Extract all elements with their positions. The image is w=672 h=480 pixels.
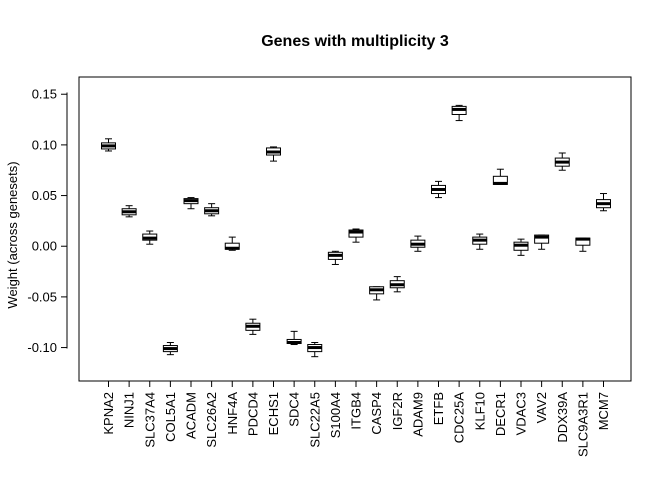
x-tick-label: ADAM9	[410, 392, 425, 437]
x-tick-label: SLC37A4	[142, 392, 157, 448]
chart-title: Genes with multiplicity 3	[261, 33, 449, 50]
x-tick-label: KLF10	[472, 392, 487, 430]
x-tick-label: NINJ1	[122, 392, 137, 428]
y-tick-label: 0.05	[32, 188, 57, 203]
box-decr1	[492, 168, 508, 185]
x-tick-label: SLC26A2	[204, 392, 219, 448]
x-tick-label: CDC25A	[452, 392, 467, 444]
box-vav2	[534, 234, 550, 250]
x-tick-label: ECHS1	[266, 392, 281, 435]
box-hnf4a	[224, 236, 240, 251]
box-itgb4	[348, 228, 364, 243]
x-tick-label: ETFB	[431, 392, 446, 425]
x-tick-label: MCM7	[596, 392, 611, 430]
box-etfb	[431, 180, 446, 199]
box-slc9a3r1	[575, 237, 591, 252]
x-tick-label: VDAC3	[514, 392, 529, 435]
x-tick-label: S100A4	[328, 392, 343, 438]
x-tick-label: VAV2	[534, 392, 549, 423]
box-pdcd4	[245, 318, 261, 335]
x-tick-label: COL5A1	[163, 392, 178, 442]
y-axis-ticks: -0.10 -0.05 0.00 0.05 0.10 0.15	[27, 87, 67, 355]
box-klf10	[472, 233, 488, 250]
boxes-group	[101, 104, 611, 358]
x-axis-ticks: KPNA2 NINJ1 SLC37A4 COL5A1 ACADM SLC26A2 HNF4A…	[101, 381, 611, 457]
box-casp4	[369, 286, 385, 301]
y-tick-label: 0.10	[32, 137, 57, 152]
box-mcm7	[596, 193, 611, 212]
box-sdc4	[286, 330, 302, 346]
box-s100a4	[327, 250, 343, 265]
x-tick-label: SLC9A3R1	[575, 392, 590, 457]
box-col5a1	[162, 341, 178, 356]
box-slc26a2	[204, 203, 220, 217]
box-echs1	[266, 146, 281, 162]
x-tick-label: HNF4A	[225, 392, 240, 435]
iqr-box	[534, 234, 550, 244]
x-tick-label: DECR1	[493, 392, 508, 436]
box-vdac3	[513, 238, 529, 256]
y-tick-label: -0.05	[27, 289, 57, 304]
x-tick-label: KPNA2	[101, 392, 116, 435]
x-tick-label: IGF2R	[390, 392, 405, 430]
x-tick-label: SLC22A5	[307, 392, 322, 448]
y-tick-label: 0.15	[32, 87, 57, 102]
x-tick-label: SDC4	[287, 392, 302, 427]
box-igf2r	[389, 276, 405, 293]
box-acadm	[183, 197, 199, 210]
x-tick-label: PDCD4	[245, 392, 260, 436]
box-ninj1	[121, 205, 137, 218]
x-tick-label: ACADM	[184, 392, 199, 439]
box-ddx39a	[554, 152, 570, 171]
box-slc22a5	[307, 341, 323, 358]
box-cdc25a	[451, 104, 467, 122]
x-tick-label: ITGB4	[349, 392, 364, 430]
y-tick-label: 0.00	[32, 239, 57, 254]
iqr-box	[348, 229, 364, 238]
box-kpna2	[101, 138, 116, 152]
x-tick-label: DDX39A	[555, 392, 570, 443]
x-tick-label: CASP4	[369, 392, 384, 435]
y-tick-label: -0.10	[27, 340, 57, 355]
box-adam9	[410, 235, 426, 252]
box-slc37a4	[142, 230, 158, 245]
y-axis-label: Weight (across genesets)	[5, 161, 20, 308]
